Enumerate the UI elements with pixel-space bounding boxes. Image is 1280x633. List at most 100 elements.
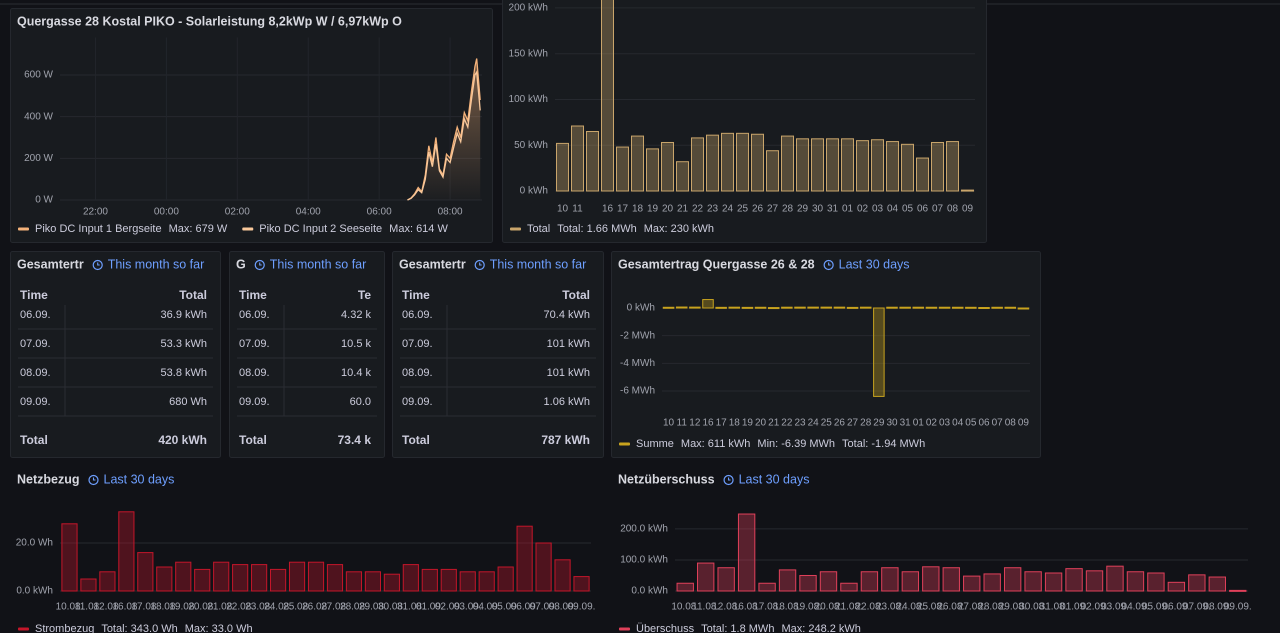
y-tick-label: -4 MWh	[620, 358, 655, 369]
legend-swatch	[619, 442, 630, 446]
bar	[820, 306, 833, 309]
x-tick-label: 24.08.	[264, 602, 292, 613]
bar	[886, 141, 899, 192]
bar	[860, 571, 879, 592]
footer-cell: Total	[20, 433, 48, 447]
panel-frame	[10, 251, 221, 458]
cell: 09.09.	[239, 396, 270, 408]
cell: 08.09.	[402, 367, 433, 379]
x-tick-label: 04.09.	[1122, 602, 1150, 613]
bar	[963, 575, 981, 592]
bar	[459, 571, 476, 592]
x-tick-label: 10.08.	[671, 602, 699, 613]
bar	[661, 141, 674, 192]
clock-icon	[254, 259, 265, 271]
x-tick-label: 30.08.	[378, 602, 406, 613]
panel-title: Gesamtertr	[17, 257, 84, 271]
x-tick-label: 18	[729, 418, 741, 429]
bar	[1188, 574, 1206, 592]
bar	[1106, 565, 1124, 592]
series-line	[407, 70, 481, 201]
cell: 06.09.	[239, 309, 270, 321]
bar	[516, 525, 533, 592]
bar	[819, 571, 838, 592]
cell: 101 kWh	[547, 367, 590, 379]
x-tick-label: 29.08.	[359, 602, 387, 613]
bar	[978, 307, 990, 310]
panel: G This month so far Time Te 06.09. 4.32 k 07.0…	[229, 251, 385, 458]
legend-name: Total	[527, 223, 550, 235]
bar	[1208, 576, 1226, 592]
bar	[766, 150, 779, 192]
bar	[737, 513, 756, 592]
cell: 36.9 kWh	[161, 309, 207, 321]
bar	[601, 0, 614, 192]
x-tick-label: 22	[781, 418, 793, 429]
bar	[1004, 306, 1017, 309]
bar	[535, 542, 552, 592]
bar	[345, 571, 363, 592]
bar	[137, 552, 154, 592]
cell: 08.09.	[239, 367, 270, 379]
column-header: Te	[358, 288, 371, 302]
x-tick-label: 02	[926, 418, 938, 429]
clock-icon	[88, 474, 99, 486]
bar	[326, 564, 344, 592]
x-tick-label: 01.09.	[416, 602, 444, 613]
bar	[556, 142, 569, 192]
bar	[554, 559, 571, 592]
x-tick-label: 03.09.	[454, 602, 482, 613]
x-tick-label: 03.09.	[1101, 602, 1129, 613]
legend-swatch	[510, 227, 521, 231]
cell: 53.3 kWh	[161, 338, 207, 350]
x-tick-label: 04	[952, 418, 964, 429]
x-tick-label: 04	[887, 204, 899, 215]
x-tick-label: 08.09.	[1203, 602, 1231, 613]
footer-cell: 73.4 k	[338, 433, 372, 447]
cell: 70.4 kWh	[544, 309, 590, 321]
bar	[721, 132, 734, 192]
y-tick-label: 200.0 kWh	[620, 524, 668, 535]
x-tick-label: 03	[872, 204, 884, 215]
x-tick-label: 11	[677, 418, 688, 429]
column-header: Total	[179, 288, 207, 302]
x-tick-label: 06.09.	[511, 602, 539, 613]
panel-title: Netzüberschuss	[618, 472, 715, 486]
y-tick-label: -6 MWh	[620, 386, 655, 397]
x-tick-label: 10	[557, 204, 569, 215]
x-tick-label: 08	[1005, 418, 1017, 429]
legend-swatch	[18, 227, 29, 231]
x-tick-label: 01	[842, 204, 854, 215]
legend-stat: Max: 33.0 Wh	[185, 623, 253, 633]
bar	[307, 561, 325, 592]
clock-hand	[479, 262, 482, 266]
y-tick-label: 150 kWh	[509, 48, 548, 59]
legend-stat: Total: 1.8 MWh	[701, 623, 774, 633]
panel: Gesamtertrag Quergasse 26 & 28 Last 30 da…	[611, 251, 1041, 458]
column-header: Time	[239, 288, 267, 302]
panel-frame	[229, 251, 385, 458]
bar	[778, 569, 797, 592]
bar	[662, 306, 675, 309]
panel-title: Netzbezug	[17, 472, 80, 486]
legend-swatch	[242, 227, 254, 231]
x-tick-label: 18.08.	[774, 602, 802, 613]
y-tick-label: -2 MWh	[620, 330, 655, 341]
x-tick-label: 17	[716, 418, 728, 429]
x-tick-label: 27.08.	[958, 602, 986, 613]
panel-title: Quergasse 28 Kostal PIKO - Solarleistung…	[17, 14, 402, 28]
x-tick-label: 07	[992, 418, 1004, 429]
x-tick-label: 05.09.	[1142, 602, 1170, 613]
bar	[873, 307, 885, 397]
legend-stat: Total: 1.66 MWh	[557, 223, 636, 235]
legend-stat: Min: -6.39 MWh	[757, 438, 835, 450]
cell: 680 Wh	[169, 396, 207, 408]
bar	[754, 306, 767, 309]
x-tick-label: 17.08.	[131, 602, 159, 613]
bar	[573, 576, 590, 592]
bar	[796, 138, 809, 192]
column-header: Total	[562, 288, 590, 302]
bar	[689, 306, 701, 309]
x-tick-label: 16.08.	[112, 602, 140, 613]
